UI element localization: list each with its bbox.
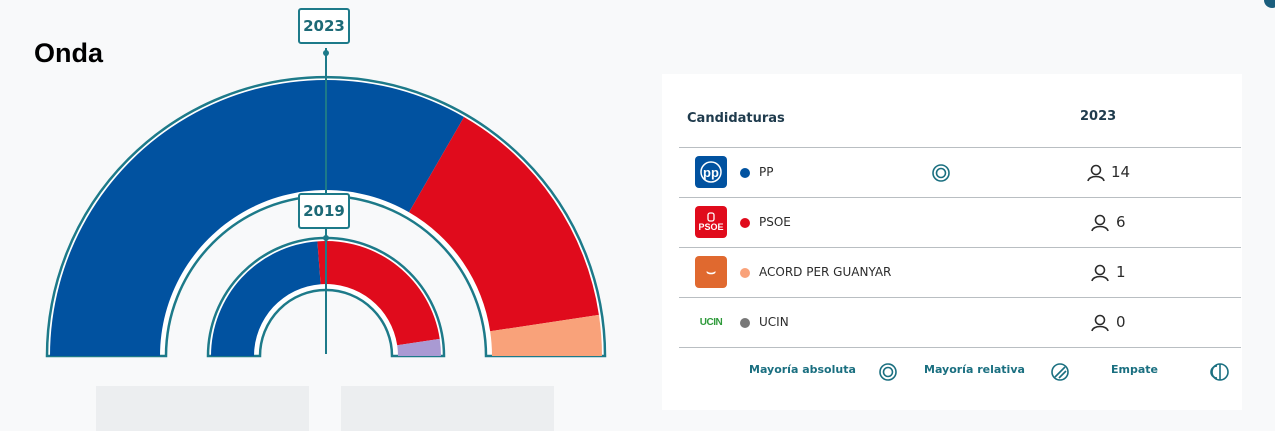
party-name: UCIN — [759, 315, 789, 329]
year-label-2019: 2019 — [298, 193, 350, 229]
legend-relative-label: Mayoría relativa — [924, 363, 1025, 376]
party-name: PSOE — [759, 215, 791, 229]
seat-segment-acord-per-guanyar — [490, 314, 602, 356]
pp-logo: pp — [695, 156, 727, 188]
seat-count: 6 — [1116, 213, 1126, 231]
acord-logo: ⌣ — [695, 256, 727, 288]
seat-count: 0 — [1116, 313, 1126, 331]
divider — [679, 247, 1241, 248]
majority-absolute-icon — [932, 164, 950, 182]
party-color-dot — [740, 318, 750, 328]
header-candidaturas: Candidaturas — [687, 111, 785, 126]
party-color-dot — [740, 168, 750, 178]
seat-count: 14 — [1111, 163, 1131, 181]
center-marker-dot-inner — [323, 235, 329, 241]
party-row-acord[interactable]: ⌣ ACORD PER GUANYAR 1 — [679, 248, 1241, 298]
seat-count: 1 — [1116, 263, 1126, 281]
ucin-logo: UCIN — [699, 316, 723, 328]
seat-segment-psoe — [317, 241, 440, 346]
majority-absolute-icon — [879, 363, 897, 381]
party-row-ucin[interactable]: UCIN UCIN 0 — [679, 298, 1241, 348]
legend-tie-label: Empate — [1111, 363, 1158, 376]
person-icon — [1087, 164, 1105, 182]
tie-icon — [1210, 363, 1229, 381]
divider — [679, 197, 1241, 198]
person-icon — [1091, 264, 1109, 282]
divider — [679, 347, 1241, 348]
party-color-dot — [740, 218, 750, 228]
seat-segment-other — [397, 338, 441, 356]
seat-segment-psoe — [409, 116, 599, 332]
party-name: PP — [759, 165, 774, 179]
party-color-dot — [740, 268, 750, 278]
seat-chart — [45, 48, 607, 358]
party-row-psoe[interactable]: PSOE PSOE 6 — [679, 198, 1241, 248]
svg-text:pp: pp — [703, 165, 719, 180]
inner-ring-2019 — [206, 236, 446, 358]
placeholder-card-right — [341, 386, 554, 431]
year-label-2023: 2023 — [298, 8, 350, 44]
legend-absolute-label: Mayoría absoluta — [749, 363, 856, 376]
outer-ring-2023 — [45, 75, 607, 358]
party-name: ACORD PER GUANYAR — [759, 265, 892, 279]
divider — [679, 297, 1241, 298]
psoe-logo: PSOE — [695, 206, 727, 238]
person-icon — [1091, 214, 1109, 232]
majority-relative-icon — [1051, 363, 1069, 381]
party-row-pp[interactable]: pp PP 14 — [679, 148, 1241, 198]
person-icon — [1091, 314, 1109, 332]
municipality-title: Onda — [34, 38, 104, 68]
divider — [679, 147, 1241, 148]
results-panel: Candidaturas 2023 pp PP 14 PSOE PSOE — [662, 74, 1242, 410]
corner-dot — [1264, 0, 1275, 8]
placeholder-card-left — [96, 386, 309, 431]
center-marker-dot-outer — [323, 50, 329, 56]
header-year: 2023 — [1080, 109, 1117, 124]
seat-segment-pp — [211, 241, 321, 356]
seat-segment-pp — [50, 79, 464, 357]
